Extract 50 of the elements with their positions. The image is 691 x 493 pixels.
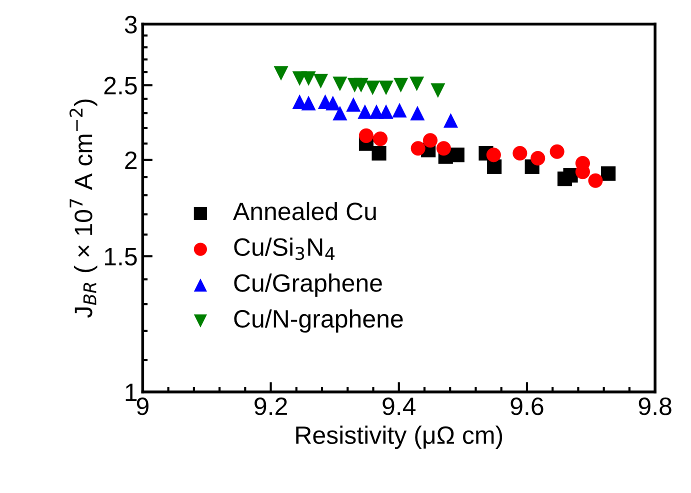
point (601, 166, 616, 181)
point (422, 133, 438, 148)
x-tick-label: 9.6 (510, 397, 544, 416)
point (486, 148, 501, 162)
point (378, 80, 394, 96)
point (410, 106, 425, 120)
x-tick-label: 9.4 (382, 397, 416, 416)
point (588, 173, 603, 188)
point (332, 106, 348, 120)
point (512, 146, 528, 161)
point (373, 132, 388, 146)
point (301, 96, 316, 110)
y-tick-label: 1.5 (104, 248, 137, 266)
point (530, 150, 546, 166)
point (550, 144, 564, 159)
y-tick-label: 2 (125, 151, 137, 169)
point (563, 168, 578, 183)
y-axis-title: J$_{BR}$ ( × 10$^{7}$ A cm$^{−2}$) (70, 100, 98, 318)
point (410, 141, 426, 156)
point (443, 113, 458, 128)
y-tick-label: 3 (124, 16, 137, 34)
point (326, 96, 340, 110)
point (274, 66, 288, 81)
point (394, 78, 408, 92)
x-axis-title: Resistivity (μΩ cm) (296, 426, 502, 449)
legend-label: Cu/Graphene (234, 274, 382, 297)
y-tick-label: 1 (126, 384, 137, 401)
point (358, 128, 374, 143)
point (358, 104, 372, 119)
point (410, 76, 424, 92)
legend-label: Cu/N-graphene (234, 309, 403, 333)
x-tick-label: 9.2 (254, 397, 287, 416)
point (487, 159, 502, 174)
point (354, 78, 368, 92)
x-tick-label: 9 (136, 397, 148, 416)
point (450, 148, 464, 162)
point (365, 80, 380, 96)
point (346, 97, 361, 112)
point (392, 102, 407, 118)
point (372, 146, 386, 161)
x-tick-label: 9.8 (638, 397, 672, 416)
point (436, 141, 451, 156)
point (378, 104, 394, 119)
point (313, 74, 328, 88)
y-tick-label: 2.5 (104, 76, 137, 94)
point (332, 76, 348, 92)
point (430, 83, 446, 98)
legend-label: Cu/Si$_{3}$N$_{4}$ (234, 238, 335, 260)
legend-label: Annealed Cu (232, 202, 376, 220)
point (301, 71, 316, 86)
